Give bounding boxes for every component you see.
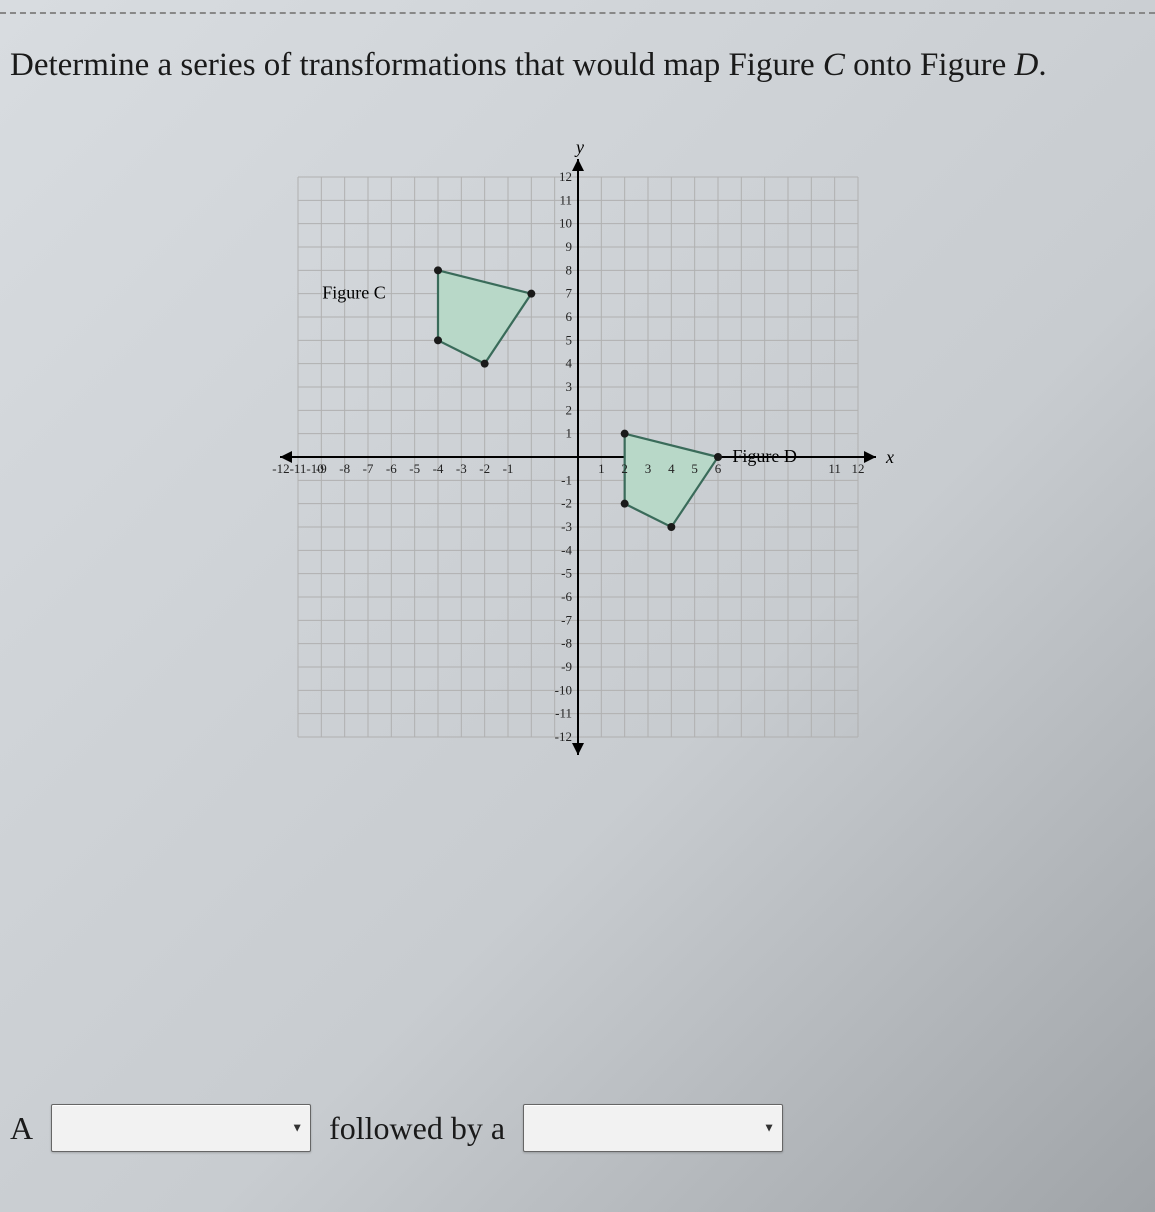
question-text: Determine a series of transformations th… bbox=[0, 14, 1155, 107]
svg-text:-2: -2 bbox=[561, 495, 572, 510]
svg-text:-5: -5 bbox=[409, 461, 420, 476]
svg-text:3: 3 bbox=[644, 461, 651, 476]
svg-text:3: 3 bbox=[565, 379, 572, 394]
svg-text:4: 4 bbox=[565, 355, 572, 370]
svg-text:2: 2 bbox=[621, 461, 628, 476]
svg-text:x: x bbox=[885, 447, 894, 467]
svg-text:9: 9 bbox=[565, 239, 572, 254]
svg-text:7: 7 bbox=[565, 285, 572, 300]
svg-text:8: 8 bbox=[565, 262, 572, 277]
svg-text:-4: -4 bbox=[561, 542, 572, 557]
svg-text:-9: -9 bbox=[315, 461, 326, 476]
question-suffix: . bbox=[1038, 47, 1046, 83]
svg-text:1: 1 bbox=[565, 425, 572, 440]
question-mid: onto Figure bbox=[845, 47, 1015, 83]
graph-container: 121110987654321-1-2-3-4-5-6-7-8-9-10-11-… bbox=[0, 137, 1155, 777]
svg-text:5: 5 bbox=[691, 461, 698, 476]
svg-text:-8: -8 bbox=[339, 461, 350, 476]
svg-text:-5: -5 bbox=[561, 565, 572, 580]
svg-text:6: 6 bbox=[714, 461, 721, 476]
dropdown-2-wrap: ▼ bbox=[523, 1104, 783, 1152]
svg-text:-7: -7 bbox=[362, 461, 373, 476]
svg-text:-1: -1 bbox=[561, 472, 572, 487]
svg-text:Figure C: Figure C bbox=[322, 282, 386, 302]
svg-text:2: 2 bbox=[565, 402, 572, 417]
svg-text:12: 12 bbox=[559, 169, 572, 184]
coordinate-grid: 121110987654321-1-2-3-4-5-6-7-8-9-10-11-… bbox=[258, 137, 898, 777]
svg-text:-6: -6 bbox=[385, 461, 396, 476]
question-prefix: Determine a series of transformations th… bbox=[10, 47, 823, 83]
svg-text:10: 10 bbox=[559, 215, 572, 230]
svg-text:y: y bbox=[574, 137, 584, 157]
svg-text:-3: -3 bbox=[561, 519, 572, 534]
svg-text:5: 5 bbox=[565, 332, 572, 347]
dropdown-1-wrap: ▼ bbox=[51, 1104, 311, 1152]
svg-text:6: 6 bbox=[565, 309, 572, 324]
svg-text:-3: -3 bbox=[455, 461, 466, 476]
svg-text:-8: -8 bbox=[561, 635, 572, 650]
question-var-d: D bbox=[1014, 47, 1038, 83]
svg-text:-6: -6 bbox=[561, 589, 572, 604]
question-var-c: C bbox=[823, 47, 845, 83]
svg-text:1: 1 bbox=[598, 461, 605, 476]
answer-label: A bbox=[10, 1110, 33, 1147]
svg-text:11: 11 bbox=[828, 461, 841, 476]
followed-by-text: followed by a bbox=[329, 1110, 505, 1147]
svg-text:-10: -10 bbox=[554, 682, 571, 697]
svg-text:4: 4 bbox=[668, 461, 675, 476]
svg-text:11: 11 bbox=[559, 192, 572, 207]
svg-text:-1: -1 bbox=[502, 461, 513, 476]
svg-text:-12: -12 bbox=[554, 729, 571, 744]
transformation-2-select[interactable] bbox=[523, 1104, 783, 1152]
answer-row: A ▼ followed by a ▼ bbox=[0, 1084, 793, 1172]
svg-text:-9: -9 bbox=[561, 659, 572, 674]
svg-text:-4: -4 bbox=[432, 461, 443, 476]
transformation-1-select[interactable] bbox=[51, 1104, 311, 1152]
svg-text:12: 12 bbox=[851, 461, 864, 476]
svg-text:-2: -2 bbox=[479, 461, 490, 476]
svg-text:-7: -7 bbox=[561, 612, 572, 627]
svg-text:-11: -11 bbox=[555, 705, 572, 720]
svg-text:Figure D: Figure D bbox=[732, 446, 797, 466]
